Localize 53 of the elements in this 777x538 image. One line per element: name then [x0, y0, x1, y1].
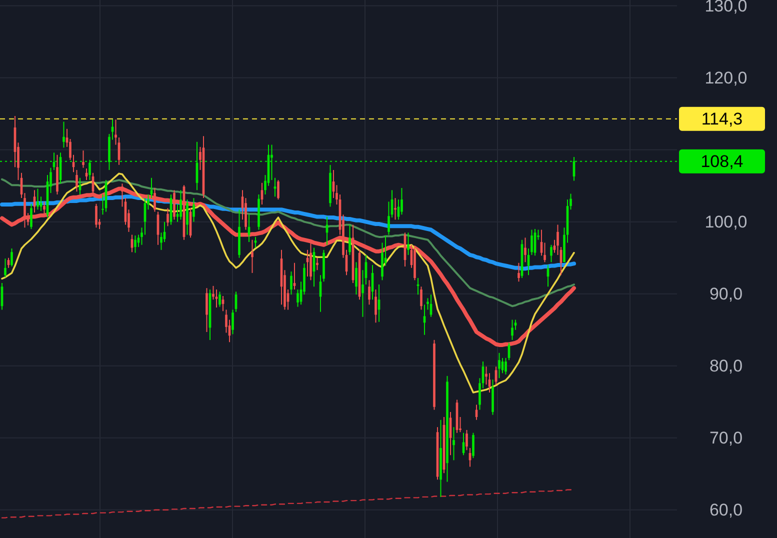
y-tick-label: 70,0	[709, 428, 743, 448]
candlestick	[368, 280, 370, 306]
candlestick	[24, 192, 26, 228]
candlestick	[62, 121, 65, 148]
candlestick	[374, 289, 377, 324]
candlestick	[400, 187, 403, 216]
y-tick-label: 90,0	[709, 284, 743, 304]
candlestick	[222, 296, 224, 312]
candlestick	[407, 232, 410, 256]
y-tick-label: 120,0	[704, 68, 748, 88]
candlestick	[43, 201, 46, 216]
candlestick	[550, 244, 552, 263]
ref-line-label: 108,4	[700, 152, 744, 171]
candlestick	[452, 426, 455, 461]
candlestick	[290, 271, 292, 296]
candlestick	[30, 203, 32, 230]
candlestick	[36, 188, 39, 210]
candlestick	[251, 239, 254, 274]
candlestick	[416, 278, 420, 296]
candlestick	[4, 258, 6, 278]
candlestick	[420, 286, 422, 310]
candlestick	[310, 242, 312, 281]
candlestick	[180, 190, 182, 220]
candlestick	[518, 262, 520, 282]
candlestick	[192, 198, 195, 222]
y-tick-label: 60,0	[709, 500, 743, 520]
ref-line-label: 114,3	[701, 109, 743, 128]
candlestick	[394, 198, 396, 220]
candlestick	[173, 190, 176, 220]
candlestick	[150, 177, 153, 199]
candlestick	[134, 235, 136, 254]
candlestick	[232, 309, 234, 335]
candlestick	[206, 288, 208, 333]
candlestick	[186, 199, 188, 236]
candlestick	[215, 289, 218, 308]
y-tick-label: 100,0	[704, 212, 748, 232]
candlestick	[218, 291, 221, 308]
candlestick	[511, 319, 514, 340]
candlestick	[166, 208, 169, 227]
candlestick	[10, 248, 13, 267]
candlestick	[504, 357, 507, 376]
candlestick	[316, 257, 318, 271]
candlestick	[348, 224, 351, 256]
candlestick	[466, 429, 468, 451]
candlestick	[277, 180, 280, 200]
candlestick	[76, 169, 78, 192]
candlestick	[498, 352, 500, 379]
y-tick-label: 80,0	[709, 356, 743, 376]
candlestick	[95, 203, 98, 228]
candlestick	[524, 237, 526, 263]
candlestick	[82, 150, 84, 168]
candlestick	[355, 262, 358, 296]
candlestick	[472, 432, 474, 459]
